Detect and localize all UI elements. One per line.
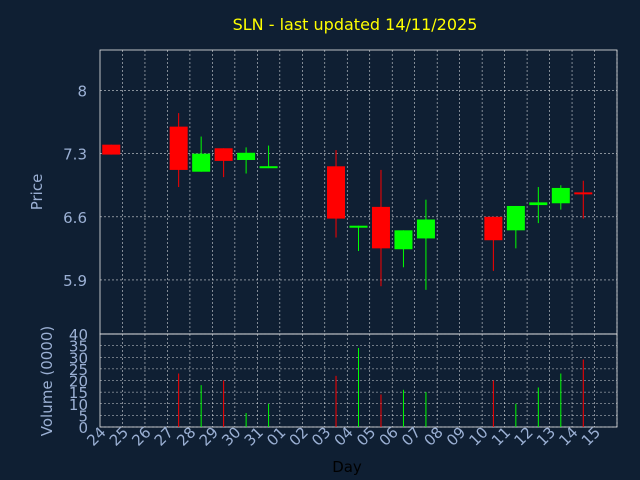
candle-body xyxy=(484,216,503,241)
price-y-tick-label: 5.9 xyxy=(63,272,87,290)
volume-y-tick-label: 0 xyxy=(78,419,88,437)
volume-y-tick-label: 10 xyxy=(69,396,88,414)
volume-y-tick-label: 30 xyxy=(69,349,88,367)
candle-body xyxy=(551,187,570,204)
candle-body xyxy=(259,166,278,169)
price-axis-label: Price xyxy=(28,174,46,211)
x-ticks: 2425262728293031010203040506070809101112… xyxy=(83,423,604,449)
candle-body xyxy=(169,126,188,170)
volume-y-tick-label: 25 xyxy=(69,361,88,379)
candle-body xyxy=(214,148,233,161)
price-grid xyxy=(100,50,618,334)
price-y-tick-label: 8 xyxy=(77,83,87,101)
volume-bars xyxy=(178,347,584,427)
volume-axis-label: Volume (0000) xyxy=(38,326,56,436)
candle-body xyxy=(237,152,256,160)
candle-body xyxy=(529,202,548,206)
volume-y-tick-label: 35 xyxy=(69,338,88,356)
volume-y-tick-label: 15 xyxy=(69,384,88,402)
chart-title: SLN - last updated 14/11/2025 xyxy=(233,15,478,34)
price-y-ticks: 8 7.3 6.6 5.9 xyxy=(63,83,87,290)
candle-body xyxy=(327,166,346,219)
price-panel-frame xyxy=(99,49,618,335)
candle-body xyxy=(574,192,593,195)
candle-body xyxy=(102,144,121,155)
x-axis-label: Day xyxy=(332,458,362,476)
volume-y-tick-label: 5 xyxy=(78,407,88,425)
candle-body xyxy=(349,225,368,228)
price-y-tick-label: 7.3 xyxy=(63,146,87,164)
candle-body xyxy=(192,153,211,172)
price-y-tick-label: 6.6 xyxy=(63,209,87,227)
candles xyxy=(102,113,593,290)
candle-body xyxy=(371,206,390,249)
volume-y-tick-label: 20 xyxy=(69,373,88,391)
candle-body xyxy=(506,205,525,231)
candle-body xyxy=(394,230,413,250)
volume-y-tick-label: 40 xyxy=(69,326,88,344)
candle-body xyxy=(416,219,435,239)
